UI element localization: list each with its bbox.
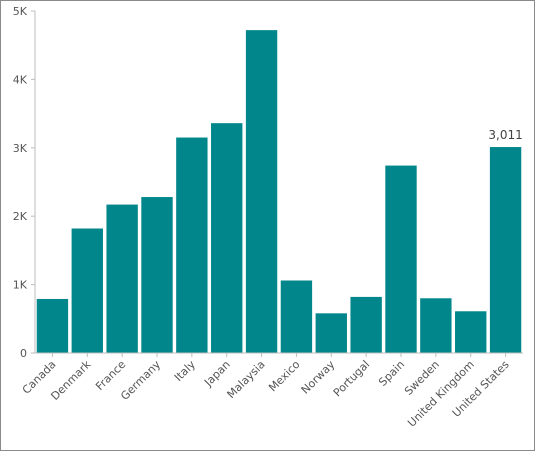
x-tick-label: Mexico (266, 358, 303, 395)
x-tick-label: Malaysia (225, 358, 268, 401)
y-tick-label: 3K (13, 142, 28, 155)
bar-malaysia[interactable] (245, 30, 278, 353)
bar-united-states[interactable] (489, 147, 522, 353)
bar-japan[interactable] (211, 123, 243, 354)
bar-germany[interactable] (141, 197, 173, 353)
bar-italy[interactable] (176, 137, 208, 353)
y-axis: 0 1K 2K 3K 4K 5K (13, 5, 36, 360)
x-tick-label: Spain (376, 358, 407, 389)
bar-canada[interactable] (36, 298, 69, 353)
bar-france[interactable] (106, 204, 138, 353)
bars (36, 30, 522, 354)
y-tick-label: 0 (20, 347, 27, 360)
bar-sweden[interactable] (420, 298, 452, 353)
bar-united-kingdom[interactable] (455, 311, 487, 353)
bar-portugal[interactable] (350, 296, 382, 353)
y-tick-label: 2K (13, 210, 28, 223)
x-tick-label: Japan (201, 358, 233, 390)
y-tick-label: 1K (13, 279, 28, 292)
bar-mexico[interactable] (280, 280, 313, 353)
y-tick-label: 5K (13, 5, 28, 18)
x-tick-label: Portugal (331, 358, 372, 399)
data-labels: 3,011 (488, 128, 522, 142)
x-tick-label: Italy (172, 358, 198, 384)
bar-spain[interactable] (385, 165, 417, 353)
data-label: 3,011 (488, 128, 522, 142)
bar-denmark[interactable] (71, 228, 103, 353)
y-tick-label: 4K (13, 73, 28, 86)
bar-norway[interactable] (315, 313, 347, 353)
